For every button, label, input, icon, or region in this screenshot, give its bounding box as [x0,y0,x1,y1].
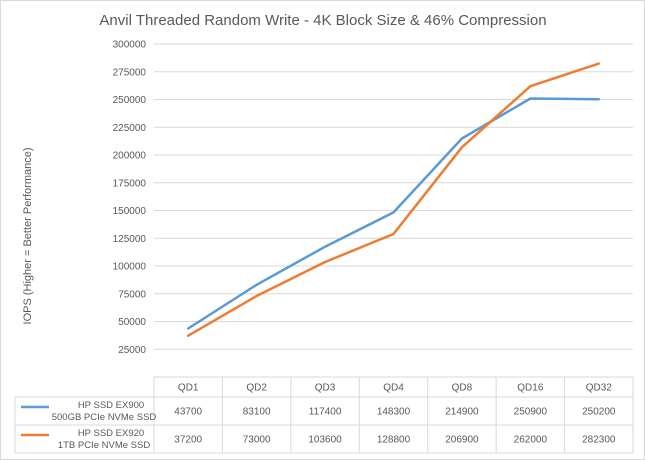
data-value: 43700 [174,407,202,418]
y-axis-ticks: 25000 50000 75000 100000 125000 150000 175000 2… [113,40,147,356]
y-tick-label: 50000 [118,317,146,328]
series-line-1 [186,97,601,330]
y-tick-label: 125000 [113,234,147,245]
data-value: 73000 [243,435,271,446]
y-tick-label: 100000 [113,262,147,273]
data-value: 262000 [514,435,548,446]
data-value: 282300 [582,435,616,446]
data-value: 37200 [174,435,202,446]
x-category-label: QD32 [586,383,613,394]
y-tick-label: 150000 [113,206,147,217]
data-table: QD1 QD2 QD3 QD4 QD8 QD16 QD32 HP SSD EX900500GB… [14,376,634,454]
x-category-label: QD3 [315,383,336,394]
legend-label: 500GB PCIe NVMe SSD [52,412,157,423]
data-value: 214900 [445,407,479,418]
data-value: 250200 [582,407,616,418]
legend-label: 1TB PCIe NVMe SSD [58,440,151,451]
x-category-label: QD4 [383,383,404,394]
y-tick-label: 175000 [113,178,147,189]
y-tick-label: 300000 [113,40,147,51]
data-value: 103600 [308,435,342,446]
series-line-2 [186,62,601,337]
legend-label: HP SSD EX920 [78,428,144,439]
x-category-label: QD8 [452,383,473,394]
legend-label: HP SSD EX900 [78,400,144,411]
y-tick-label: 250000 [113,95,147,106]
y-tick-label: 75000 [118,289,146,300]
chart-title: Anvil Threaded Random Write - 4K Block S… [99,12,546,29]
data-value: 83100 [243,407,271,418]
data-value: 148300 [377,407,411,418]
y-tick-label: 25000 [118,345,146,356]
y-axis-label: IOPS (Higher = Better Performance) [22,148,34,325]
y-tick-label: 200000 [113,151,147,162]
data-value: 117400 [309,407,342,418]
y-tick-label: 225000 [113,123,147,134]
x-category-label: QD16 [517,383,544,394]
x-category-label: QD1 [178,383,199,394]
y-tick-label: 275000 [113,67,147,78]
x-category-label: QD2 [246,383,267,394]
series-lines [186,62,601,337]
data-value: 206900 [445,435,479,446]
data-value: 250900 [514,407,548,418]
data-value: 128800 [377,435,411,446]
